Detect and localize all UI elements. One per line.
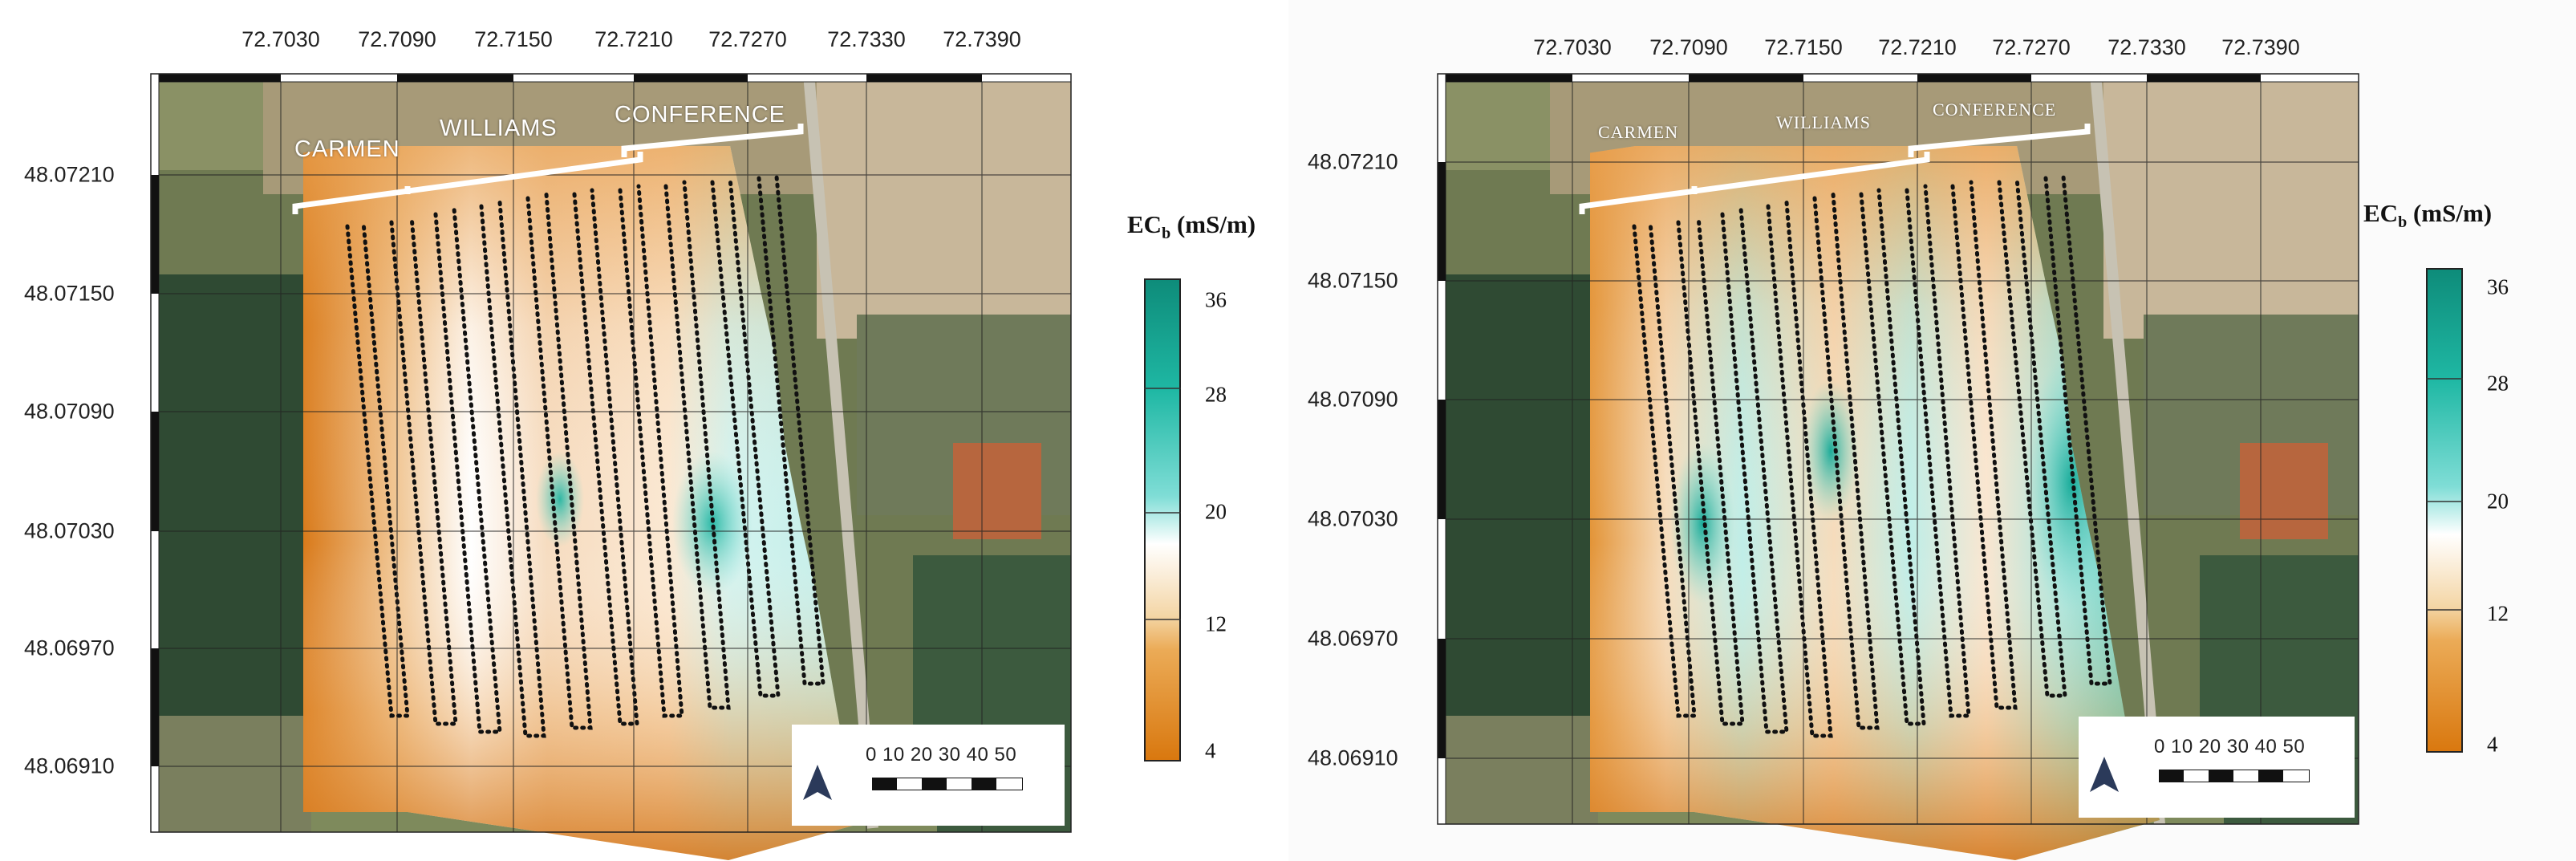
legend-tick-label: 28	[2487, 371, 2509, 396]
lon-tick-label: 72.7030	[1533, 35, 1612, 59]
lat-tick-label: 48.06970	[1308, 626, 1398, 651]
lat-tick-label: 48.07210	[1308, 149, 1398, 174]
road	[2090, 73, 2165, 825]
lat-tick-label: 48.06910	[24, 753, 115, 778]
legend-tick-label: 20	[2487, 489, 2509, 514]
lat-tick-label: 48.07030	[1308, 506, 1398, 531]
legend-title: ECb (mS/m)	[1127, 210, 1256, 243]
lat-tick-label: 48.07090	[1308, 387, 1398, 412]
lon-tick-label: 72.7270	[1992, 35, 2071, 59]
scale-bar-labels: 0 10 20 30 40 50	[866, 744, 1017, 766]
legend-tick-label: 36	[1205, 287, 1227, 312]
lon-tick-label: 72.7090	[358, 27, 436, 51]
ecb-interpolation-surface	[1590, 146, 2160, 860]
lat-tick-label: 48.07150	[1308, 268, 1398, 293]
map-frame-right	[1437, 73, 2359, 860]
lat-tick-label: 48.07150	[24, 281, 115, 306]
lon-tick-label: 72.7030	[241, 27, 320, 51]
legend-colorbar-ticks	[1144, 388, 1181, 620]
north-arrow-icon	[803, 765, 832, 800]
ecb-map-panel-left: 72.7030 72.7090 72.7150 72.7210 72.7270 …	[24, 27, 1256, 860]
lat-tick-label: 48.06910	[1308, 745, 1398, 770]
frame-border	[1437, 73, 2359, 825]
bare-field-top-right	[817, 74, 1071, 339]
graticule	[151, 74, 1071, 832]
legend-title: ECb (mS/m)	[2363, 199, 2493, 232]
houses-area	[1438, 716, 1614, 824]
north-arrow-icon	[2090, 757, 2119, 792]
scale-bar-labels: 0 10 20 30 40 50	[2154, 736, 2306, 757]
scale-bar	[2159, 770, 2310, 782]
lon-tick-label: 72.7270	[708, 27, 787, 51]
survey-tracks	[345, 174, 826, 738]
legend-tick-label: 20	[1205, 499, 1227, 524]
field-label-williams: WILLIAMS	[440, 116, 558, 141]
legend-tick-label: 12	[1205, 611, 1227, 636]
lat-tick-label: 48.07210	[24, 162, 115, 187]
vineyard-left	[1438, 274, 1598, 716]
lat-tick-label: 48.07090	[24, 399, 115, 424]
legend-tick-label: 12	[2487, 601, 2509, 626]
lon-tick-label: 72.7330	[827, 27, 906, 51]
field-label-carmen: CARMEN	[1598, 122, 1679, 142]
lon-tick-label: 72.7330	[2107, 35, 2186, 59]
legend-colorbar-ticks	[2426, 378, 2463, 611]
lon-tick-label: 72.7390	[2221, 35, 2300, 59]
red-roof-building	[2240, 443, 2328, 539]
lat-tick-label: 48.07030	[24, 518, 115, 543]
scale-bar-box: 0 10 20 30 40 50	[2079, 717, 2355, 818]
field-label-williams: WILLIAMS	[1776, 112, 1871, 132]
houses-area	[151, 716, 327, 832]
legend-tick-label: 4	[1205, 738, 1216, 763]
field-label-conference: CONFERENCE	[615, 102, 786, 128]
cultivar-brackets	[292, 124, 804, 214]
survey-tracks	[1632, 174, 2112, 738]
lon-tick-label: 72.7090	[1649, 35, 1728, 59]
lon-tick-label: 72.7150	[474, 27, 553, 51]
legend-tick-label: 28	[1205, 382, 1227, 407]
lon-tick-label: 72.7150	[1764, 35, 1843, 59]
bare-field-top-right	[2103, 74, 2359, 339]
lon-tick-label: 72.7210	[594, 27, 673, 51]
vineyard-left	[151, 274, 311, 716]
scale-bar	[872, 778, 1023, 790]
lon-tick-label: 72.7390	[943, 27, 1021, 51]
graticule	[1438, 74, 2359, 824]
red-roof-building	[953, 443, 1041, 539]
road	[803, 73, 878, 829]
legend-tick-label: 4	[2487, 732, 2498, 757]
frame-border	[150, 73, 1072, 833]
legend-tick-label: 36	[2487, 274, 2509, 299]
cultivar-brackets	[1579, 124, 2091, 214]
legend-colorbar	[2426, 268, 2463, 753]
lon-tick-label: 72.7210	[1878, 35, 1957, 59]
scale-bar-box: 0 10 20 30 40 50	[792, 725, 1065, 826]
field-label-conference: CONFERENCE	[1933, 100, 2057, 120]
legend-colorbar	[1144, 278, 1181, 761]
map-frame-left	[150, 73, 1072, 860]
lat-tick-label: 48.06970	[24, 636, 115, 660]
ecb-map-panel-right: 72.7030 72.7090 72.7150 72.7210 72.7270 …	[1288, 0, 2576, 861]
field-label-carmen: CARMEN	[294, 136, 400, 162]
